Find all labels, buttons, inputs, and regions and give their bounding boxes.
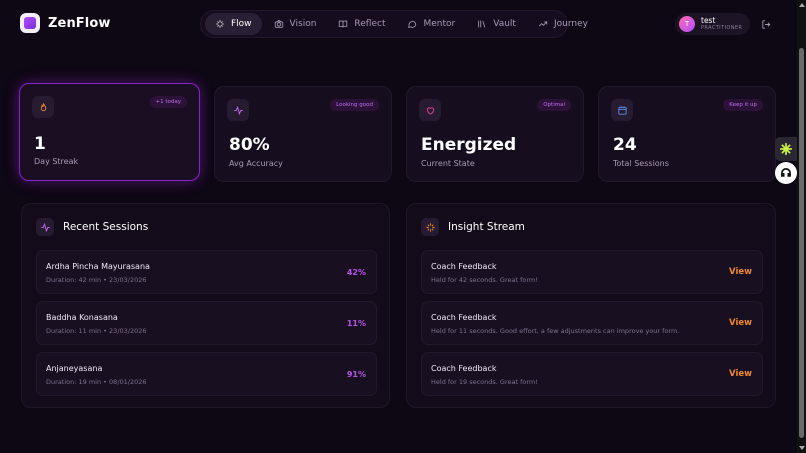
logo-icon — [20, 13, 40, 33]
nav-item-vision[interactable]: Vision — [264, 13, 327, 35]
library-icon — [478, 20, 486, 28]
asterisk-icon — [780, 143, 792, 155]
panel-icon-box — [421, 218, 439, 236]
nav-label: Reflect — [354, 19, 386, 29]
status-badge: Optimal — [537, 99, 571, 111]
headset-icon — [781, 168, 791, 177]
recent-sessions-panel: Recent Sessions Ardha Pincha Mayurasana … — [21, 203, 390, 408]
session-meta: Duration: 19 min • 08/01/2026 — [46, 378, 147, 386]
stat-icon-box — [227, 99, 249, 121]
view-button[interactable]: View — [729, 267, 752, 277]
pulse-icon — [233, 105, 243, 115]
stat-value: 1 — [34, 134, 46, 154]
logout-button[interactable] — [757, 15, 775, 33]
calendar-icon — [617, 105, 627, 115]
insight-text: Held for 19 seconds. Great form! — [431, 378, 538, 386]
user-role: PRACTITIONER — [701, 25, 743, 31]
nav-item-vault[interactable]: Vault — [467, 13, 526, 35]
user-menu[interactable]: T test PRACTITIONER — [675, 13, 750, 35]
status-badge: Keep it up — [723, 99, 763, 111]
session-score: 42% — [346, 268, 366, 277]
nav-label: Journey — [553, 19, 588, 29]
view-button[interactable]: View — [729, 318, 752, 328]
sparkles-icon — [425, 222, 435, 232]
session-name: Baddha Konasana — [46, 313, 118, 322]
stat-icon-box — [32, 96, 54, 118]
assistant-widget-button[interactable] — [775, 162, 797, 184]
session-row[interactable]: Ardha Pincha Mayurasana Duration: 42 min… — [36, 250, 377, 294]
session-row[interactable]: Baddha Konasana Duration: 11 min • 23/03… — [36, 301, 377, 345]
app-logo[interactable]: ZenFlow — [20, 13, 110, 33]
panel-title: Recent Sessions — [63, 221, 149, 233]
insight-stream-panel: Insight Stream Coach Feedback Held for 4… — [406, 203, 776, 408]
session-score: 11% — [346, 319, 366, 328]
avatar: T — [679, 16, 695, 32]
top-bar: ZenFlow Flow Vision Reflect Mentor Vault… — [0, 0, 806, 48]
scroll-up-icon[interactable] — [799, 3, 805, 7]
session-row[interactable]: Anjaneyasana Duration: 19 min • 08/01/20… — [36, 352, 377, 396]
panel-title: Insight Stream — [448, 221, 525, 233]
stat-card-sessions: Keep it up 24 Total Sessions — [598, 86, 776, 182]
scroll-thumb[interactable] — [799, 48, 804, 438]
stat-value: Energized — [421, 135, 517, 155]
status-badge: +1 today — [149, 96, 187, 108]
chat-icon — [408, 20, 417, 28]
view-button[interactable]: View — [729, 369, 752, 379]
nav-item-journey[interactable]: Journey — [528, 13, 598, 35]
book-icon — [339, 20, 348, 28]
insight-text: Held for 42 seconds. Great form! — [431, 276, 538, 284]
stat-icon-box — [611, 99, 633, 121]
insight-row: Coach Feedback Held for 42 seconds. Grea… — [421, 250, 763, 294]
extension-widget-button[interactable] — [775, 137, 797, 161]
insight-row: Coach Feedback Held for 19 seconds. Grea… — [421, 352, 763, 396]
insight-title: Coach Feedback — [431, 262, 497, 271]
stat-label: Current State — [421, 159, 475, 168]
trend-icon — [538, 21, 548, 27]
insight-text: Held for 11 seconds. Good effort, a few … — [431, 327, 680, 335]
insight-row: Coach Feedback Held for 11 seconds. Good… — [421, 301, 763, 345]
nav-label: Vision — [289, 19, 317, 29]
heart-icon — [426, 106, 434, 115]
logout-icon — [761, 19, 770, 29]
stat-label: Day Streak — [34, 157, 79, 166]
nav-item-mentor[interactable]: Mentor — [397, 13, 465, 35]
nav-item-reflect[interactable]: Reflect — [328, 13, 395, 35]
status-badge: Looking good — [330, 99, 379, 111]
session-name: Anjaneyasana — [46, 364, 103, 373]
stat-card-accuracy: Looking good 80% Avg Accuracy — [214, 86, 392, 182]
stat-label: Avg Accuracy — [229, 159, 283, 168]
nav-label: Vault — [493, 19, 516, 29]
pulse-icon — [40, 222, 50, 232]
session-meta: Duration: 42 min • 23/03/2026 — [46, 276, 147, 284]
session-score: 91% — [346, 370, 366, 379]
user-name: test — [701, 16, 716, 25]
flame-icon — [40, 102, 46, 111]
nav-label: Mentor — [423, 19, 456, 29]
page-scrollbar[interactable] — [797, 0, 806, 453]
main-nav: Flow Vision Reflect Mentor Vault Journey — [200, 10, 588, 38]
insight-title: Coach Feedback — [431, 364, 497, 373]
app-name: ZenFlow — [48, 15, 111, 31]
stat-value: 80% — [229, 135, 270, 155]
nav-item-flow[interactable]: Flow — [205, 13, 262, 35]
insight-title: Coach Feedback — [431, 313, 497, 322]
camera-icon — [274, 20, 283, 28]
panel-icon-box — [36, 218, 54, 236]
session-meta: Duration: 11 min • 23/03/2026 — [46, 327, 147, 335]
stat-icon-box — [419, 99, 441, 121]
session-name: Ardha Pincha Mayurasana — [46, 262, 150, 271]
stat-card-streak: +1 today 1 Day Streak — [19, 83, 200, 181]
stat-label: Total Sessions — [613, 159, 669, 168]
stat-card-state: Optimal Energized Current State — [406, 86, 584, 182]
nav-label: Flow — [231, 19, 252, 29]
stat-value: 24 — [613, 135, 637, 155]
sparkles-icon — [216, 20, 224, 28]
scroll-down-icon[interactable] — [799, 446, 805, 450]
